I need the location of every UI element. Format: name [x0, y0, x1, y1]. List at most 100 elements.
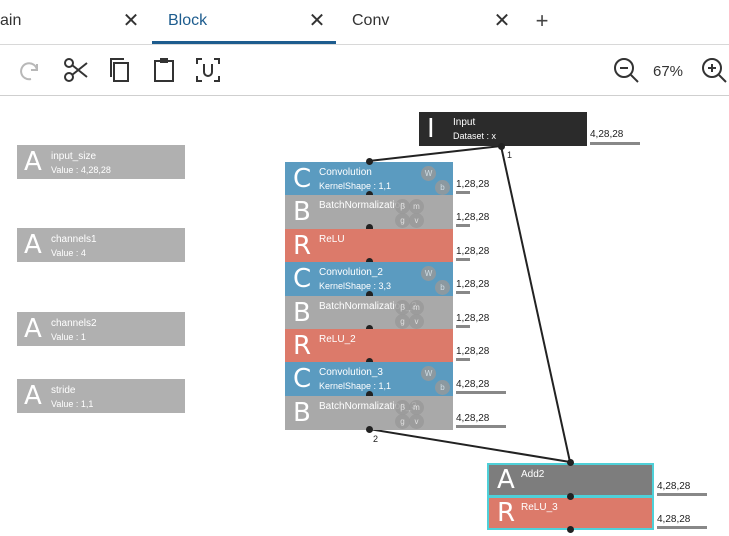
- layer-node-batchnormalization-2[interactable]: B BatchNormalization_2 β m g v: [285, 295, 453, 330]
- port-dot[interactable]: [366, 391, 373, 399]
- port-dot[interactable]: [366, 358, 373, 365]
- node-type-letter: C: [293, 164, 312, 194]
- layer-node-relu-2[interactable]: R ReLU_2: [285, 329, 453, 363]
- dims-bar: [456, 191, 470, 194]
- dims-bar: [456, 424, 506, 428]
- output-dims: 4,28,28: [456, 379, 490, 391]
- node-type-letter: I: [427, 114, 435, 144]
- port-dot[interactable]: [366, 191, 373, 198]
- node-title: Convolution_2: [319, 267, 383, 279]
- port-dot[interactable]: [366, 324, 373, 332]
- dims-bar: [456, 391, 506, 395]
- param-node-stride[interactable]: A stride Value : 1,1: [17, 379, 185, 413]
- param-name: input_size: [51, 151, 97, 162]
- output-dims: 1,28,28: [456, 245, 490, 257]
- tab-conv[interactable]: Conv ✕: [336, 0, 522, 44]
- param-value: Value : 1: [51, 332, 86, 342]
- layer-node-batchnormalization-3[interactable]: B BatchNormalization_3 β m g v: [285, 395, 453, 430]
- zoom-in-icon[interactable]: [699, 55, 729, 85]
- port-dot[interactable]: [366, 158, 373, 165]
- param-node-channels1[interactable]: A channels1 Value : 4: [17, 228, 185, 262]
- param-name: channels2: [51, 318, 97, 329]
- close-icon[interactable]: ✕: [493, 10, 511, 32]
- zoom-out-icon[interactable]: [611, 55, 641, 85]
- node-subtitle: KernelShape : 1,1: [319, 381, 392, 392]
- input-node[interactable]: I Input Dataset : x: [419, 112, 587, 146]
- parameter-badge: m: [409, 399, 424, 415]
- parameter-badge: g: [395, 313, 410, 329]
- node-type-letter: B: [293, 397, 311, 428]
- close-icon[interactable]: ✕: [308, 10, 326, 32]
- port-dot[interactable]: [366, 426, 373, 433]
- parameter-badge: β: [395, 399, 410, 415]
- parameter-badge: v: [409, 313, 424, 329]
- tab-label: Block: [168, 12, 208, 29]
- dims-bar: [657, 526, 707, 529]
- paste-icon[interactable]: [149, 55, 179, 85]
- port-number: 2: [373, 434, 379, 444]
- output-dims: 4,28,28: [590, 129, 624, 140]
- output-dims: 1,28,28: [456, 312, 490, 324]
- parameter-badge: β: [395, 199, 410, 215]
- output-dims: 4,28,28: [456, 412, 490, 424]
- node-type-letter: A: [24, 230, 42, 260]
- parameter-badge: v: [409, 413, 424, 429]
- close-icon[interactable]: ✕: [122, 10, 140, 32]
- port-number: 1: [507, 150, 513, 160]
- tab-ain[interactable]: ain ✕: [0, 0, 152, 44]
- output-dims: 1,28,28: [456, 179, 490, 190]
- port-dot[interactable]: [567, 526, 574, 533]
- node-subtitle: KernelShape : 3,3: [319, 281, 392, 292]
- add-tab-icon[interactable]: +: [535, 8, 549, 33]
- node-title: Add2: [521, 469, 545, 480]
- param-node-input-size[interactable]: A input_size Value : 4,28,28: [17, 145, 185, 179]
- node-title: Convolution: [319, 167, 372, 178]
- dims-bar: [456, 324, 470, 328]
- node-type-letter: C: [293, 264, 312, 295]
- port-dot[interactable]: [498, 143, 505, 150]
- dims-bar: [456, 358, 470, 361]
- output-dims: 4,28,28: [657, 481, 691, 492]
- toolbar-divider: [0, 95, 729, 96]
- relu3-node[interactable]: R ReLU_3: [487, 496, 654, 530]
- tab-label: Conv: [352, 12, 390, 29]
- node-title: BatchNormalization_3: [319, 400, 417, 412]
- node-subtitle: KernelShape : 1,1: [319, 181, 392, 191]
- parameter-badge: β: [395, 299, 410, 315]
- node-type-letter: A: [497, 465, 515, 495]
- dims-bar: [456, 257, 470, 261]
- parameter-badge: b: [435, 380, 450, 396]
- port-dot[interactable]: [366, 257, 373, 265]
- layer-node-relu[interactable]: R ReLU: [285, 228, 453, 263]
- port-dot[interactable]: [366, 291, 373, 299]
- parameter-badge: m: [409, 199, 424, 215]
- output-dims: 1,28,28: [456, 346, 490, 357]
- parameter-badge: b: [435, 280, 450, 296]
- parameter-badge: m: [409, 299, 424, 315]
- zoom-level: 67%: [652, 63, 684, 80]
- layer-node-batchnormalization[interactable]: B BatchNormalization β m g v: [285, 195, 453, 230]
- port-dot[interactable]: [567, 493, 574, 500]
- redo-icon[interactable]: [16, 55, 46, 85]
- parameter-badge: g: [395, 213, 410, 229]
- param-node-channels2[interactable]: A channels2 Value : 1: [17, 312, 185, 346]
- select-icon[interactable]: [193, 55, 223, 85]
- param-value: Value : 4,28,28: [51, 165, 111, 175]
- add-node[interactable]: A Add2: [487, 463, 654, 497]
- param-name: channels1: [51, 234, 97, 245]
- node-subtitle: Dataset : x: [453, 131, 497, 141]
- node-title: Convolution_3: [319, 367, 383, 379]
- output-dims: 1,28,28: [456, 212, 490, 224]
- node-type-letter: R: [293, 331, 312, 361]
- tab-block[interactable]: Block ✕: [152, 0, 336, 44]
- port-dot[interactable]: [366, 224, 373, 232]
- node-type-letter: R: [293, 230, 312, 261]
- copy-icon[interactable]: [105, 55, 135, 85]
- port-dot[interactable]: [567, 459, 574, 466]
- param-value: Value : 1,1: [51, 399, 94, 409]
- cut-icon[interactable]: [61, 55, 91, 85]
- node-type-letter: B: [293, 197, 311, 228]
